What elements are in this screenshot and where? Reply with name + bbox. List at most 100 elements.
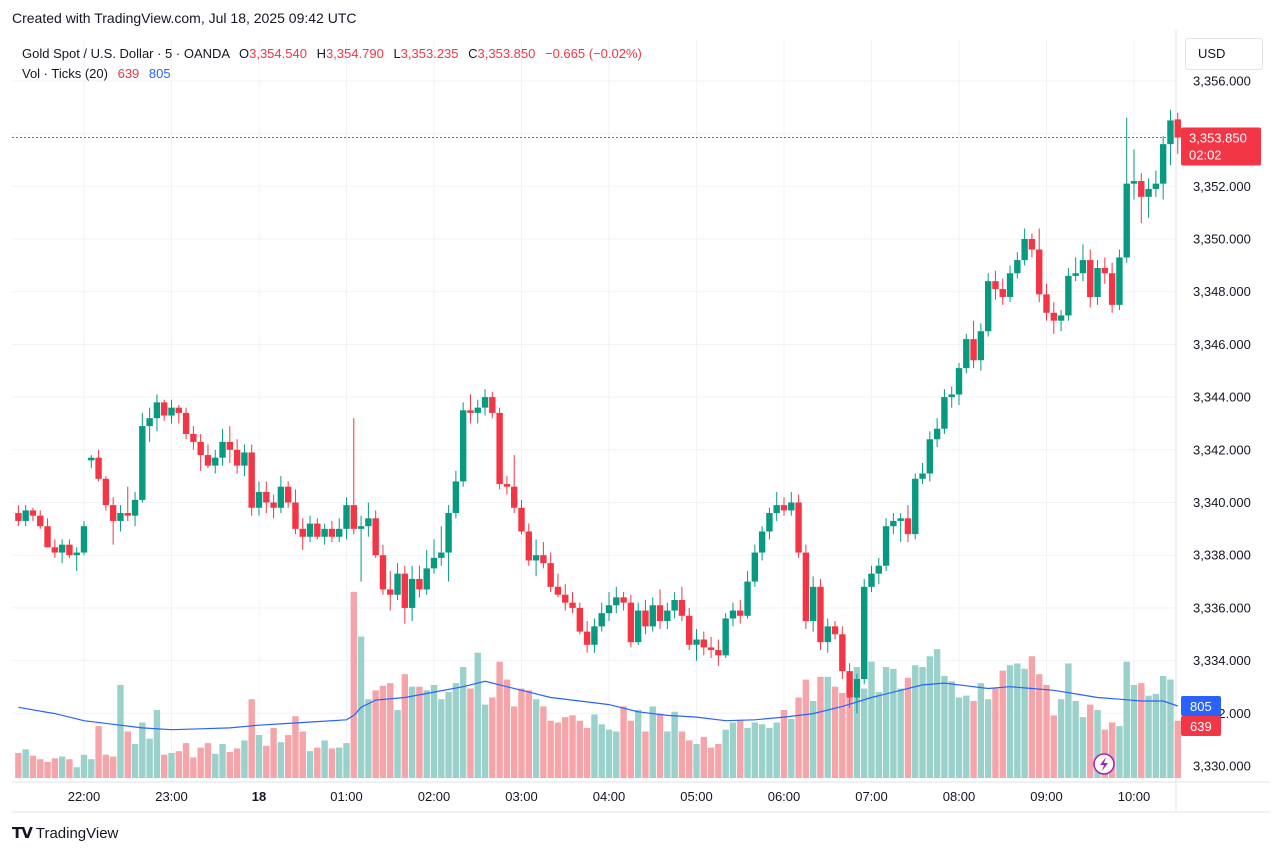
volume-legend-row[interactable]: Vol · Ticks (20) 639 805: [22, 64, 642, 84]
volume-bar: [168, 752, 175, 778]
candle-body: [642, 610, 649, 627]
volume-bar: [948, 681, 955, 778]
candle-body: [984, 281, 992, 332]
candle-body: [241, 452, 248, 466]
candle-body: [153, 402, 161, 419]
volume-bar: [489, 697, 496, 778]
candle: [737, 599, 744, 624]
candle: [846, 663, 853, 709]
candle: [532, 539, 540, 577]
candle: [525, 523, 532, 566]
candle: [430, 539, 438, 574]
volume-bar: [306, 751, 314, 778]
volume-bar: [554, 722, 562, 778]
symbol-legend-row[interactable]: Gold Spot / U.S. Dollar · 5 · OANDA O3,3…: [22, 44, 642, 64]
volume-bar: [715, 743, 722, 778]
candle-body: [758, 531, 766, 553]
candle-body: [686, 615, 693, 645]
chart-grid: [12, 30, 1270, 813]
candle: [1014, 252, 1021, 279]
candle: [306, 515, 314, 543]
volume-bar: [1138, 683, 1145, 778]
candle: [824, 618, 831, 653]
candle-body: [66, 544, 73, 556]
candle-body: [357, 526, 365, 529]
volume-bar: [175, 751, 182, 778]
tradingview-logo-icon: 𝗧𝗩: [12, 825, 33, 842]
volume-bar: [350, 591, 357, 778]
volume-bar: [270, 727, 277, 778]
candle-body: [1108, 273, 1116, 305]
volume-bar: [992, 688, 999, 778]
candle: [817, 578, 824, 651]
candle-body: [102, 478, 110, 506]
candle: [955, 362, 963, 406]
axis-badges: 3,353.850 02:02 805 639: [1181, 127, 1261, 736]
volume-bar: [511, 706, 518, 778]
candle-body: [693, 639, 700, 645]
candle: [540, 542, 547, 569]
candle: [839, 626, 846, 680]
volume-bar: [408, 686, 416, 778]
volume-bar: [576, 720, 584, 778]
candle: [1108, 262, 1116, 313]
candle: [904, 505, 912, 543]
candle: [350, 418, 357, 535]
candle: [875, 557, 882, 585]
candle-body: [744, 581, 751, 616]
candle: [598, 602, 605, 632]
volume-bar: [314, 747, 321, 778]
candle-body: [722, 618, 729, 656]
lightning-icon[interactable]: [1093, 753, 1115, 775]
candle-body: [613, 597, 620, 606]
candle-body: [161, 402, 168, 416]
volume-bar: [955, 697, 963, 778]
candle-body: [897, 518, 904, 521]
volume-bar: [481, 704, 489, 778]
candle: [95, 449, 102, 482]
currency-selector[interactable]: USD: [1185, 38, 1263, 70]
candle: [416, 565, 423, 598]
volume-bar: [649, 706, 656, 778]
price-axis[interactable]: 3,330.0003,332.0003,334.0003,336.0003,33…: [1193, 73, 1251, 773]
volume-bar: [1036, 674, 1043, 778]
symbol-title[interactable]: Gold Spot / U.S. Dollar · 5 · OANDA: [22, 46, 230, 61]
candle-body: [656, 605, 664, 622]
volume-bar: [1072, 701, 1079, 778]
candle-body: [44, 526, 51, 548]
volume-bar: [212, 753, 219, 778]
volume-badge: [1181, 715, 1221, 736]
candle-body: [1094, 267, 1101, 297]
candle-body: [1028, 239, 1036, 250]
volume-bar: [459, 667, 467, 778]
candle-body: [1167, 120, 1174, 145]
volume-indicator-title[interactable]: Vol · Ticks (20): [22, 66, 108, 81]
tradingview-logo[interactable]: 𝗧𝗩 TradingView: [12, 824, 118, 843]
time-axis[interactable]: 22:00 23:00 18 01:00 02:00 03:00 04:00 05:00 06:…: [68, 789, 1151, 804]
candle: [933, 418, 941, 448]
candle-body: [1014, 260, 1021, 274]
candle-body: [882, 526, 890, 566]
candle: [634, 602, 642, 645]
volume-bar: [620, 706, 627, 778]
candle-body: [1123, 183, 1130, 258]
candle: [773, 491, 780, 521]
candle: [387, 571, 394, 611]
candle: [452, 470, 460, 519]
candle: [496, 407, 503, 490]
volume-bar: [430, 684, 438, 778]
volume-bar: [365, 699, 372, 778]
volume-bar: [1028, 656, 1036, 778]
candle: [270, 494, 277, 519]
candle-body: [926, 439, 934, 474]
candle: [328, 520, 336, 543]
volume-bar: [241, 740, 248, 778]
candle-body: [955, 368, 963, 395]
volume-bar: [219, 743, 226, 778]
volume-bar: [1116, 726, 1123, 778]
volume-bar: [1065, 663, 1072, 778]
candle: [963, 333, 970, 374]
candle: [182, 407, 190, 440]
candle: [372, 510, 379, 558]
